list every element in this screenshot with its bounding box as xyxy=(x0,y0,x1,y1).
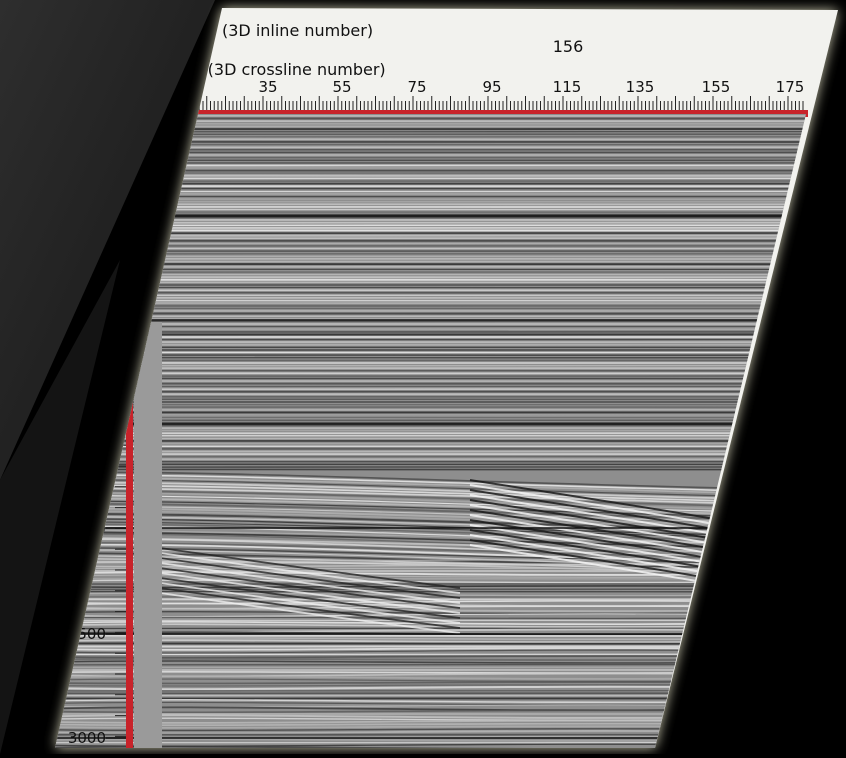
vertical-axis-strip xyxy=(134,322,162,752)
crossline-tick-label: 5 xyxy=(192,78,202,96)
seismic-reflector xyxy=(40,199,820,200)
inline-axis-label: (3D inline number) xyxy=(222,21,373,40)
crossline-tick-label: 95 xyxy=(482,78,501,96)
time-tick-label: 00 xyxy=(87,519,106,537)
inline-value: 156 xyxy=(553,37,584,56)
time-axis-bar-cap xyxy=(126,336,133,352)
seismic-reflector xyxy=(40,282,820,283)
seismic-reflector xyxy=(40,233,820,234)
crossline-tick-label: 135 xyxy=(626,78,655,96)
seismic-reflector xyxy=(40,225,820,226)
seismic-reflector xyxy=(40,139,820,140)
seismic-reflector xyxy=(40,272,820,273)
seismic-reflector xyxy=(40,303,820,304)
seismic-reflector xyxy=(40,188,820,189)
seismic-reflector xyxy=(40,204,820,205)
seismic-reflector xyxy=(40,238,820,239)
seismic-reflector xyxy=(40,162,820,163)
seismic-reflector xyxy=(40,175,820,176)
seismic-reflector xyxy=(40,248,820,249)
time-tick-label: 2500 xyxy=(68,625,106,643)
seismic-reflector xyxy=(40,222,820,223)
seismic-reflector xyxy=(40,749,820,751)
crossline-axis-label: O (3D crossline number) xyxy=(190,60,386,79)
seismic-reflector xyxy=(40,181,820,182)
crossline-tick-label: 35 xyxy=(258,78,277,96)
seismic-reflector xyxy=(40,214,820,215)
time-tick-label: 3000 xyxy=(68,729,106,747)
seismic-reflector xyxy=(40,191,820,192)
crossline-tick-label: 175 xyxy=(776,78,805,96)
seismic-reflector xyxy=(40,131,820,132)
seismic-reflector xyxy=(40,173,820,174)
seismic-reflector xyxy=(40,266,820,267)
seismic-reflector xyxy=(40,298,820,299)
crossline-tick-label: 55 xyxy=(332,78,351,96)
seismic-reflector xyxy=(40,259,820,260)
seismic-reflector xyxy=(40,264,820,265)
seismic-reflector xyxy=(40,212,820,213)
seismic-reflector xyxy=(40,290,820,291)
time-axis-bar xyxy=(126,345,133,754)
seismic-reflector xyxy=(40,292,820,293)
seismic-reflector xyxy=(40,220,820,221)
crossline-tick-label: 155 xyxy=(702,78,731,96)
seismic-reflector xyxy=(40,142,820,143)
crossline-tick-label: 115 xyxy=(553,78,582,96)
crossline-tick-label: 75 xyxy=(407,78,426,96)
